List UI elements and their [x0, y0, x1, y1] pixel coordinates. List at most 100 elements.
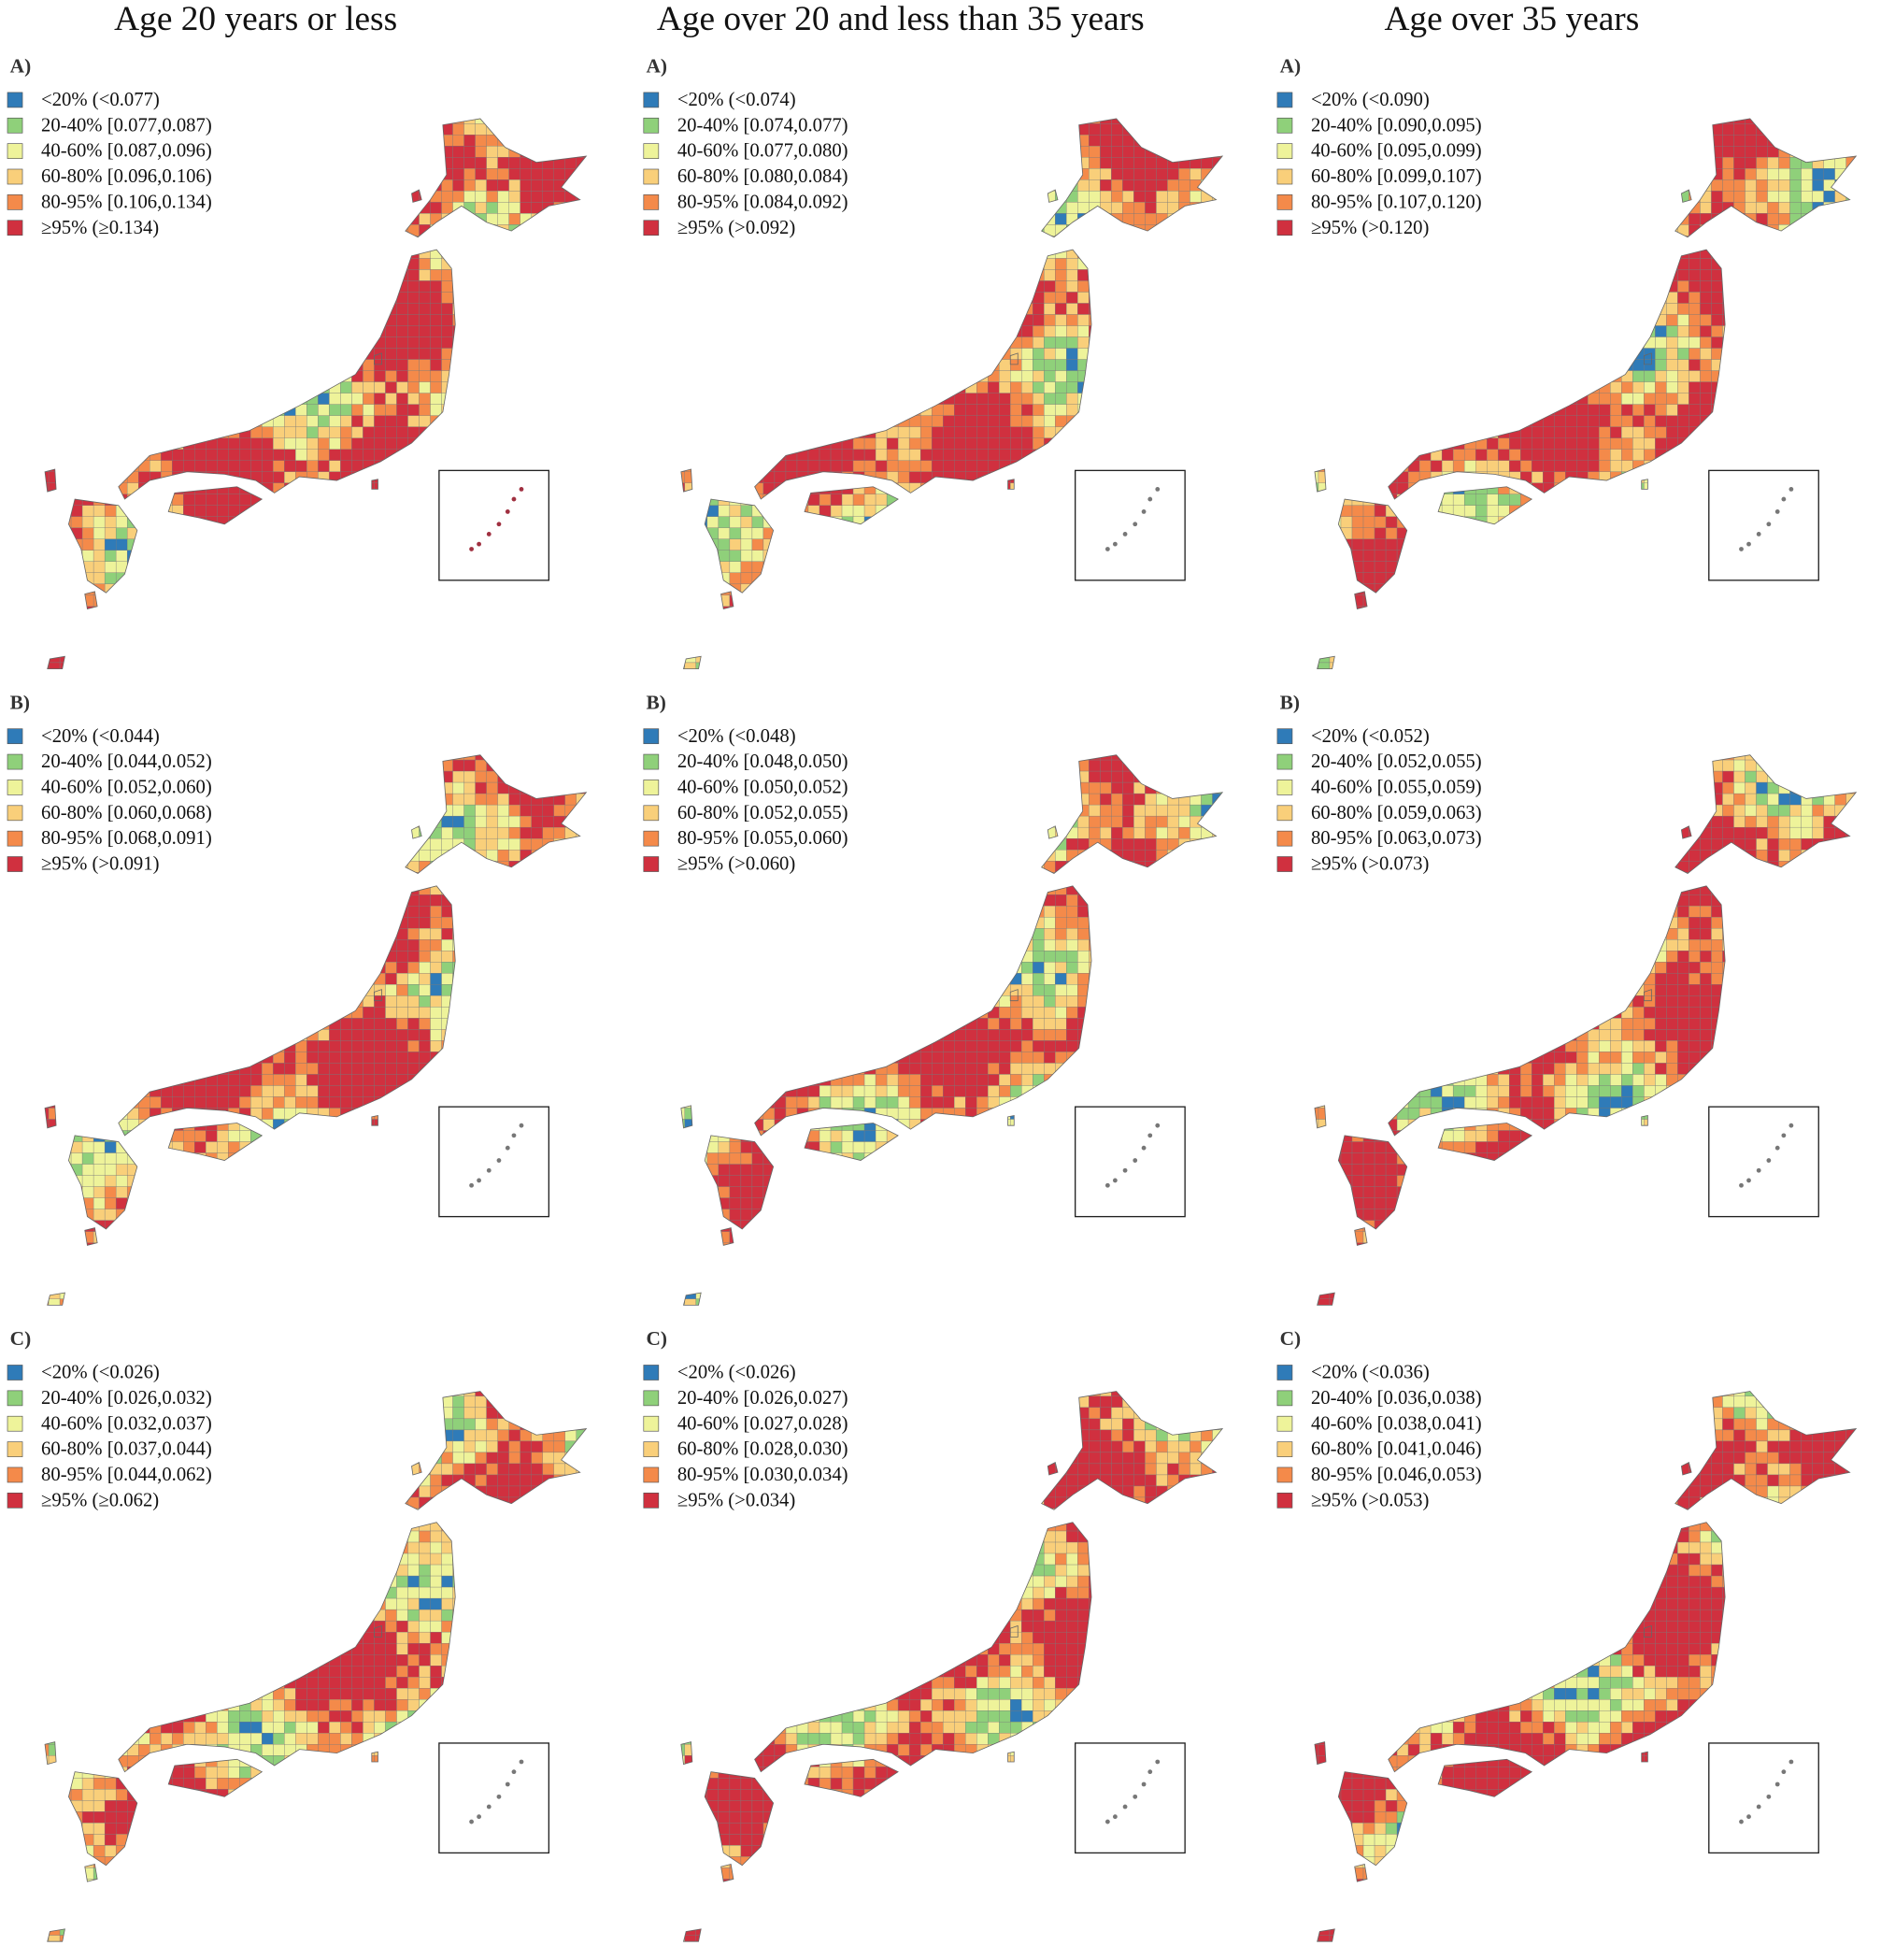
region [475, 303, 487, 315]
region [126, 973, 139, 985]
region [306, 1141, 319, 1153]
region [239, 505, 251, 517]
region [441, 883, 453, 895]
region [531, 224, 543, 236]
region [262, 359, 274, 371]
region [115, 1096, 128, 1109]
region [217, 826, 229, 839]
region [430, 247, 442, 259]
region [374, 359, 386, 371]
region [486, 837, 498, 851]
region [452, 179, 464, 192]
region [295, 1175, 307, 1187]
region [396, 336, 408, 349]
region [475, 550, 487, 562]
region [520, 1085, 532, 1097]
region [183, 662, 195, 669]
region [463, 1152, 476, 1165]
region [81, 951, 94, 963]
region [588, 247, 599, 258]
region [81, 1108, 94, 1120]
region [126, 1119, 139, 1131]
region [228, 1276, 240, 1288]
region [430, 1209, 442, 1221]
region [250, 1175, 263, 1187]
region [70, 1063, 83, 1075]
region [407, 393, 420, 405]
region [206, 1040, 218, 1052]
region [351, 213, 363, 225]
region [329, 258, 341, 270]
region [497, 1276, 509, 1288]
region [340, 770, 352, 783]
region [553, 815, 565, 828]
region [441, 359, 453, 371]
region [430, 236, 442, 248]
region [374, 572, 386, 585]
region [318, 1018, 330, 1030]
region [70, 325, 83, 337]
region [115, 1242, 128, 1254]
region [531, 280, 543, 293]
region [564, 336, 577, 349]
region [104, 639, 117, 652]
region [126, 995, 139, 1008]
region [520, 826, 532, 839]
region [475, 426, 487, 438]
region [497, 995, 509, 1008]
region [385, 628, 397, 641]
region [81, 269, 94, 281]
region [217, 793, 229, 806]
region [295, 826, 307, 839]
region [396, 594, 408, 608]
region [564, 426, 577, 438]
region [273, 781, 285, 794]
region [206, 1175, 218, 1187]
region [351, 1175, 363, 1187]
region [59, 336, 72, 349]
region [239, 781, 251, 794]
region [138, 917, 150, 929]
region [104, 370, 117, 382]
region [239, 594, 251, 608]
region [508, 1209, 520, 1221]
region [520, 135, 532, 147]
region [463, 179, 476, 192]
region [396, 850, 408, 862]
region [262, 1231, 274, 1243]
region [183, 1242, 195, 1254]
region [115, 393, 128, 405]
region [239, 572, 251, 585]
region [329, 1141, 341, 1153]
region [520, 1175, 532, 1187]
region [340, 415, 352, 427]
region [250, 191, 263, 203]
region [93, 917, 106, 929]
region [564, 437, 577, 450]
region [318, 415, 330, 427]
region [48, 594, 61, 608]
region [104, 1007, 117, 1019]
region [161, 381, 173, 393]
region [497, 894, 509, 907]
region [486, 550, 498, 562]
region [329, 837, 341, 851]
region [542, 1265, 554, 1277]
region [407, 325, 420, 337]
region [228, 906, 240, 918]
region [588, 562, 599, 573]
region [295, 236, 307, 248]
region [497, 269, 509, 281]
region [329, 1209, 341, 1221]
region [520, 1220, 532, 1232]
region [59, 538, 72, 551]
region [374, 1231, 386, 1243]
region [531, 303, 543, 315]
region [463, 157, 476, 169]
region [419, 754, 431, 761]
region [161, 1119, 173, 1131]
region [508, 247, 520, 259]
region [48, 471, 61, 483]
region [150, 594, 162, 608]
region [126, 1220, 139, 1232]
